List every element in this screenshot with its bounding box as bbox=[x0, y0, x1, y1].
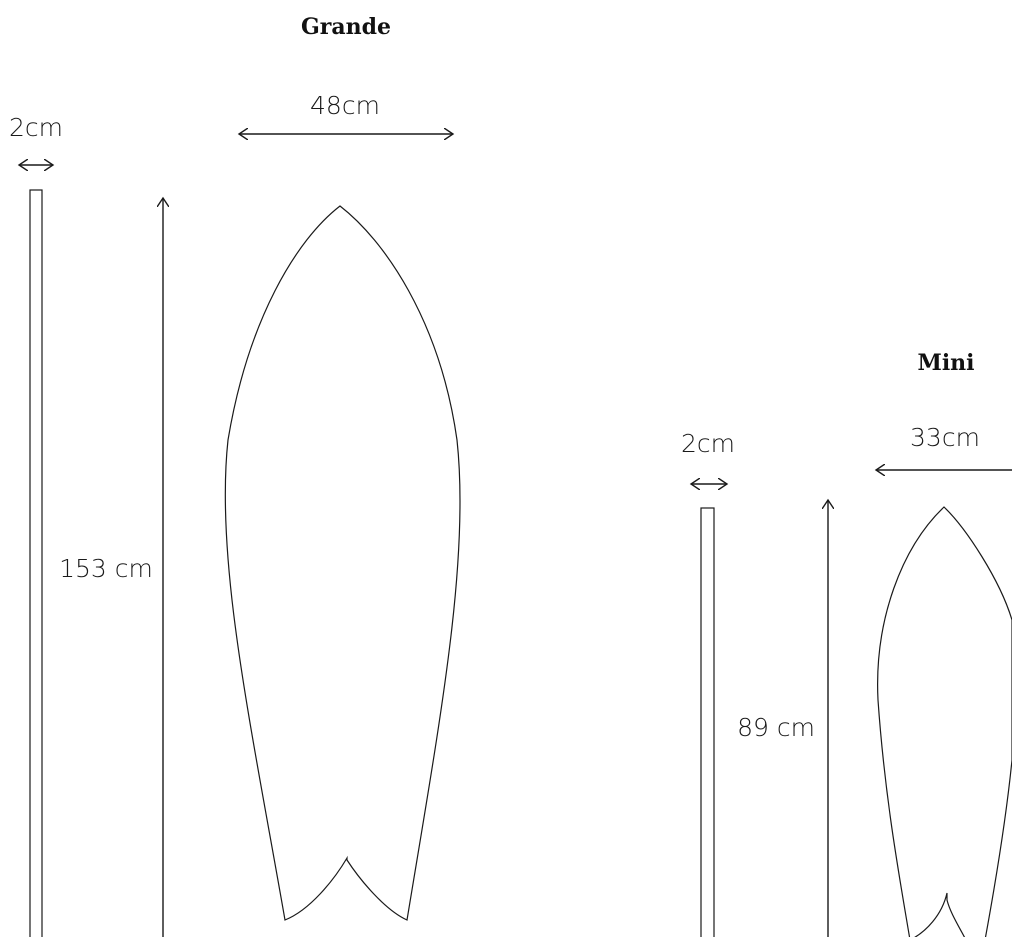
grande-thickness-label: 2cm bbox=[9, 113, 63, 142]
grande-group: Grande 2cm 153 cm 48cm bbox=[9, 14, 461, 937]
grande-thickness-bar bbox=[29, 189, 43, 937]
mini-title: Mini bbox=[917, 350, 974, 376]
mini-thickness-label: 2cm bbox=[681, 429, 735, 458]
grande-width-label: 48cm bbox=[310, 91, 380, 120]
grande-height-label-bg bbox=[60, 550, 156, 586]
mini-width-label: 33cm bbox=[910, 423, 980, 452]
mini-height-label: 89 cm bbox=[737, 713, 815, 742]
mini-group: Mini 2cm 89 cm 33cm bbox=[681, 350, 1012, 937]
mini-height-label-bg bbox=[732, 710, 822, 746]
grande-board-outline bbox=[224, 205, 461, 921]
grande-title: Grande bbox=[301, 14, 391, 40]
mini-board-outline bbox=[877, 506, 1012, 937]
mini-thickness-bar bbox=[700, 507, 715, 937]
grande-height-label: 153 cm bbox=[59, 554, 153, 583]
